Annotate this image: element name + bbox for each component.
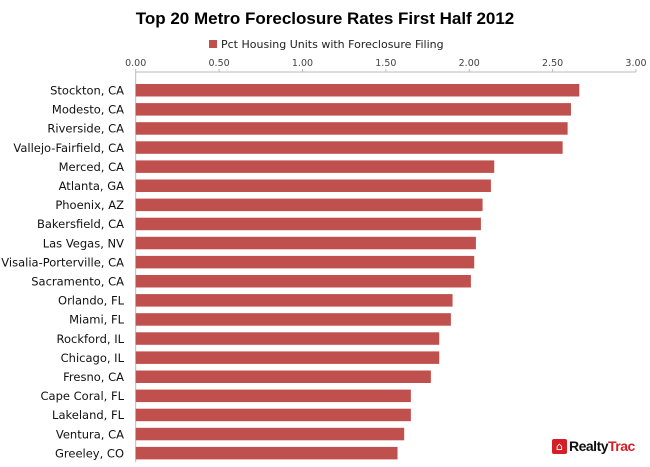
- category-label: Fresno, CA: [63, 370, 124, 384]
- category-label: Vallejo-Fairfield, CA: [13, 141, 124, 155]
- category-label: Bakersfield, CA: [37, 217, 124, 231]
- bar: [135, 198, 483, 212]
- category-label: Cape Coral, FL: [41, 389, 125, 403]
- x-tick-label: 1.00: [292, 58, 313, 69]
- category-label: Riverside, CA: [47, 122, 124, 136]
- bar: [135, 427, 405, 441]
- bar: [135, 408, 411, 422]
- bar: [135, 294, 453, 307]
- bar: [135, 141, 563, 154]
- category-label: Merced, CA: [59, 160, 125, 174]
- bar: [135, 160, 495, 173]
- bar: [135, 389, 411, 403]
- legend-swatch: [209, 40, 217, 48]
- bar: [135, 313, 451, 326]
- x-tick-label: 1.50: [375, 58, 396, 69]
- category-label: Sacramento, CA: [31, 275, 124, 289]
- category-label: Modesto, CA: [52, 103, 124, 117]
- bar: [135, 332, 440, 345]
- bar: [135, 103, 571, 116]
- realtytrac-logo: ⌂ RealtyTrac: [552, 438, 635, 454]
- logo-text-a: Realty: [569, 438, 609, 454]
- category-label: Chicago, IL: [61, 351, 125, 365]
- bar: [135, 446, 398, 460]
- category-label: Rockford, IL: [56, 332, 124, 346]
- category-label: Greeley, CO: [55, 446, 124, 460]
- category-label: Orlando, FL: [58, 294, 125, 308]
- house-icon: ⌂: [552, 438, 567, 454]
- bar: [135, 370, 431, 383]
- category-label: Ventura, CA: [56, 427, 124, 441]
- bar: [135, 122, 568, 135]
- category-label: Lakeland, FL: [52, 408, 125, 422]
- category-label: Visalia-Porterville, CA: [1, 255, 124, 269]
- x-tick-label: 2.00: [459, 58, 480, 69]
- category-label: Miami, FL: [69, 313, 124, 327]
- bar: [135, 351, 440, 364]
- category-label: Atlanta, GA: [59, 179, 124, 193]
- chart-title: Top 20 Metro Foreclosure Rates First Hal…: [136, 9, 515, 28]
- bar: [135, 179, 491, 192]
- category-label: Las Vegas, NV: [43, 236, 124, 250]
- logo-text-b: Trac: [608, 438, 635, 454]
- bar: [135, 84, 580, 97]
- bar: [135, 255, 475, 269]
- x-tick-label: 0.00: [125, 58, 146, 69]
- x-tick-label: 2.50: [542, 58, 563, 69]
- bar: [135, 275, 471, 288]
- x-tick-label: 0.50: [209, 58, 230, 69]
- category-label: Stockton, CA: [50, 84, 124, 98]
- x-tick-label: 3.00: [625, 58, 646, 69]
- category-label: Phoenix, AZ: [55, 198, 124, 212]
- bar: [135, 217, 481, 231]
- legend-label: Pct Housing Units with Foreclosure Filin…: [221, 38, 444, 51]
- bar: [135, 236, 476, 250]
